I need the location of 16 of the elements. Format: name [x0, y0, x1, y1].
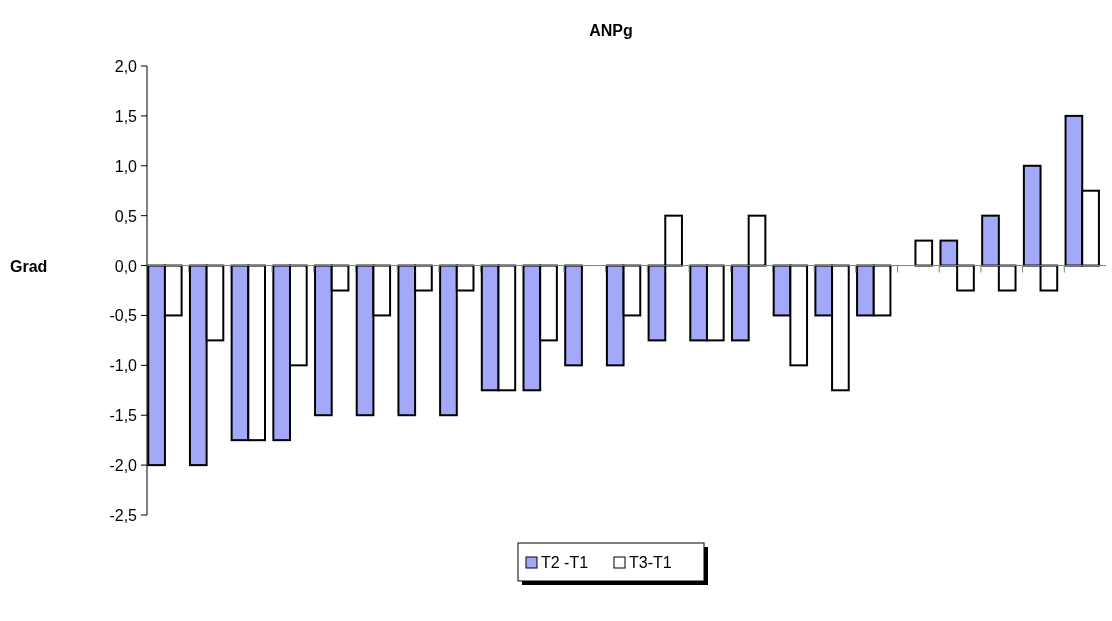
- y-tick-label: -2,0: [109, 457, 138, 475]
- y-tick-label: 1,5: [114, 107, 138, 125]
- legend-label: T2 -T1: [541, 554, 589, 571]
- chart-title: ANPg: [589, 22, 633, 39]
- bar: [914, 239, 934, 267]
- bar: [564, 264, 583, 367]
- y-tick-label: -1,5: [109, 407, 138, 425]
- y-tick-label: 0,5: [114, 207, 138, 225]
- y-axis-title: Grad: [10, 257, 48, 275]
- y-tick-label: -1,0: [109, 357, 138, 375]
- legend-label: T3-T1: [629, 554, 672, 571]
- y-tick-label: 0,0: [114, 257, 138, 275]
- y-tick-label: -2,5: [109, 507, 138, 524]
- y-tick-label: 2,0: [114, 58, 138, 75]
- y-tick-label: 1,0: [114, 157, 138, 175]
- y-tick-label: -0,5: [109, 307, 138, 325]
